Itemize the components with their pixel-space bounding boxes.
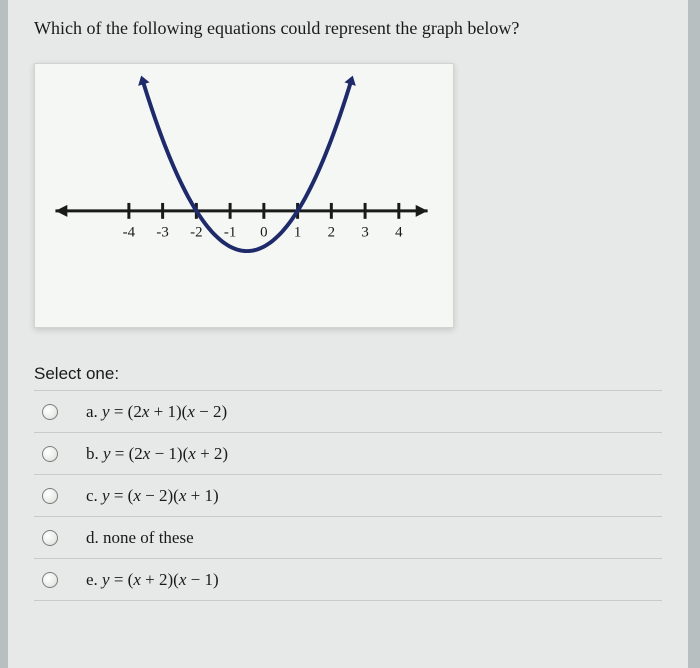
option-a[interactable]: a. y = (2x + 1)(x − 2): [34, 391, 662, 433]
option-label: c. y = (x − 2)(x + 1): [86, 486, 219, 506]
option-b[interactable]: b. y = (2x − 1)(x + 2): [34, 433, 662, 475]
radio-icon[interactable]: [42, 404, 58, 420]
option-label: a. y = (2x + 1)(x − 2): [86, 402, 227, 422]
option-d[interactable]: d. none of these: [34, 517, 662, 559]
question-card: Which of the following equations could r…: [8, 0, 688, 668]
radio-icon[interactable]: [42, 572, 58, 588]
svg-text:3: 3: [361, 225, 368, 241]
svg-text:0: 0: [260, 225, 267, 241]
option-e[interactable]: e. y = (x + 2)(x − 1): [34, 559, 662, 601]
parabola-graph: -4 -3 -2 -1 0 1 2 3 4: [35, 64, 453, 327]
svg-text:-1: -1: [224, 225, 236, 241]
svg-text:1: 1: [294, 225, 301, 241]
svg-text:-3: -3: [156, 225, 168, 241]
select-one-label: Select one:: [34, 364, 662, 384]
svg-text:-2: -2: [190, 225, 202, 241]
parabola-curve: [142, 79, 351, 251]
question-text: Which of the following equations could r…: [34, 18, 662, 39]
option-label: e. y = (x + 2)(x − 1): [86, 570, 219, 590]
axis-arrow-left: [55, 205, 67, 217]
radio-icon[interactable]: [42, 488, 58, 504]
axis-arrow-right: [416, 205, 428, 217]
x-tick-labels: -4 -3 -2 -1 0 1 2 3 4: [123, 225, 403, 241]
options-list: a. y = (2x + 1)(x − 2) b. y = (2x − 1)(x…: [34, 390, 662, 601]
svg-text:-4: -4: [123, 225, 136, 241]
option-label: d. none of these: [86, 528, 194, 548]
radio-icon[interactable]: [42, 446, 58, 462]
radio-icon[interactable]: [42, 530, 58, 546]
svg-text:4: 4: [395, 225, 403, 241]
svg-text:2: 2: [328, 225, 335, 241]
option-c[interactable]: c. y = (x − 2)(x + 1): [34, 475, 662, 517]
graph-panel: -4 -3 -2 -1 0 1 2 3 4: [34, 63, 454, 328]
option-label: b. y = (2x − 1)(x + 2): [86, 444, 228, 464]
